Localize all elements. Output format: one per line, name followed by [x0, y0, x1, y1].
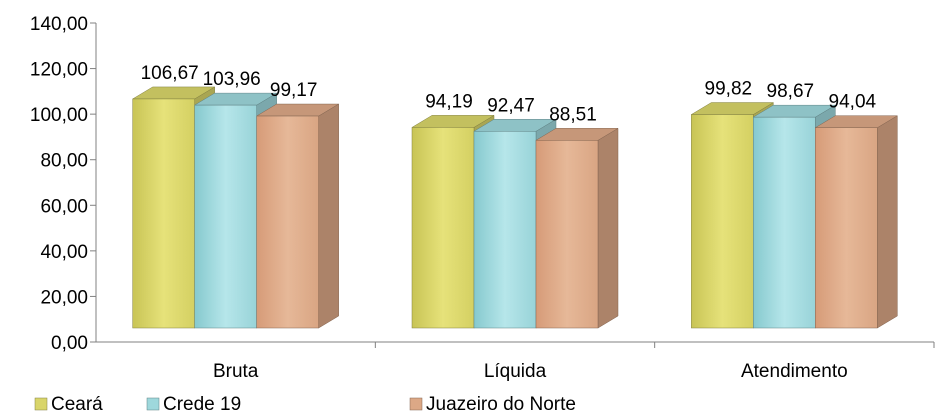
bar: [411, 127, 475, 329]
legend-swatch: [34, 397, 48, 411]
bar: [473, 131, 537, 329]
bars: [131, 86, 899, 329]
data-label: 103,96: [203, 69, 261, 90]
y-tick-label: 60,00: [40, 196, 88, 217]
bar: [815, 127, 878, 329]
bar: [256, 115, 319, 329]
y-tick-label: 40,00: [40, 242, 88, 263]
data-label: 92,47: [487, 95, 535, 116]
x-category-label: Atendimento: [741, 361, 848, 382]
data-label: 99,17: [270, 80, 318, 101]
y-tick-label: 0,00: [51, 333, 88, 354]
legend-label: Ceará: [51, 394, 103, 415]
data-label: 94,04: [829, 92, 877, 113]
y-tick-label: 120,00: [30, 60, 88, 81]
legend-swatch: [409, 397, 423, 411]
legend-swatch: [146, 397, 160, 411]
y-tick-label: 80,00: [40, 151, 88, 172]
data-label: 106,67: [141, 63, 199, 84]
x-category-label: Líquida: [484, 361, 547, 382]
legend: Ceará Crede 19 Juazeiro do Norte: [34, 394, 576, 415]
legend-label: Juazeiro do Norte: [426, 394, 576, 415]
bar: [691, 114, 754, 329]
bar: [194, 104, 257, 329]
x-category-label: Bruta: [213, 361, 259, 382]
y-tick-label: 20,00: [40, 287, 88, 308]
y-tick-label: 140,00: [30, 14, 88, 35]
data-label: 88,51: [549, 104, 597, 125]
axes: 0,00 20,00 40,00 60,00 80,00 100,00 120,00 140,…: [30, 14, 935, 382]
bar: [132, 98, 195, 329]
data-label: 99,82: [705, 79, 753, 100]
bar-side: [318, 103, 339, 329]
bar: [535, 140, 599, 329]
data-label: 98,67: [767, 81, 815, 102]
bar-side: [597, 127, 619, 329]
data-labels: 106,67 103,96 99,17 94,19 92,47 88,51 99,82 98,…: [141, 63, 877, 125]
legend-label: Crede 19: [163, 394, 241, 415]
bar: [753, 116, 816, 329]
bar-side: [877, 115, 898, 329]
y-tick-label: 100,00: [30, 105, 88, 126]
data-label: 94,19: [425, 91, 473, 112]
